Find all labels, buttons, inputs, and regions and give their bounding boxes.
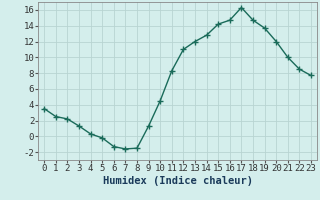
X-axis label: Humidex (Indice chaleur): Humidex (Indice chaleur) [103, 176, 252, 186]
